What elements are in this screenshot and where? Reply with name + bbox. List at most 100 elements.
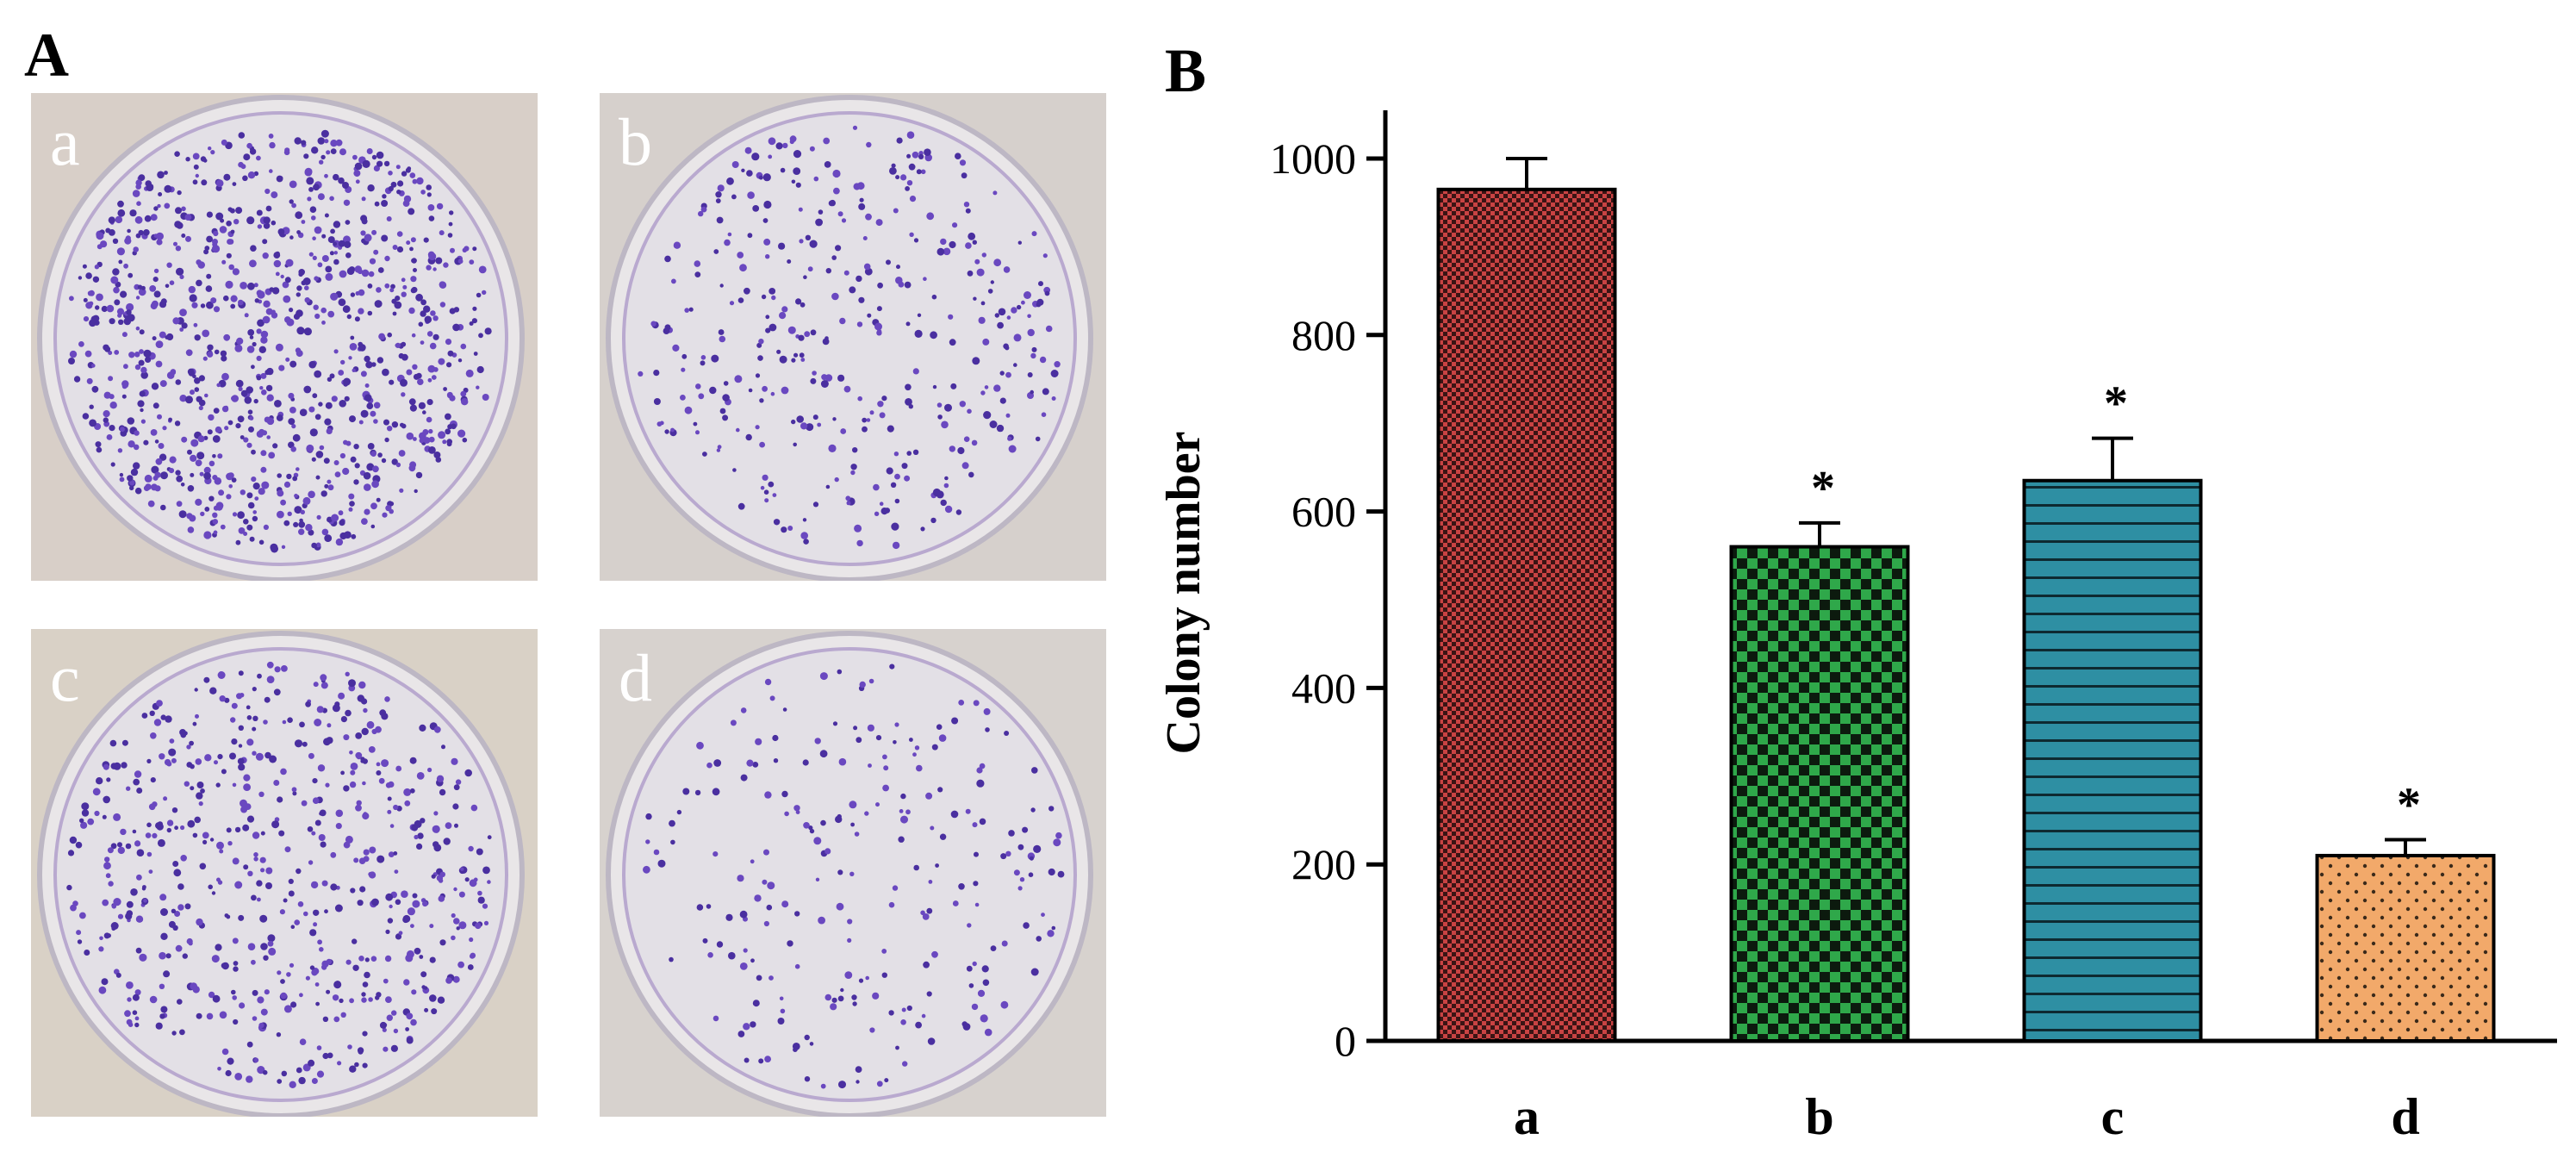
colony-dot [156,239,163,246]
colony-dot [772,493,777,497]
colony-dot [337,1061,342,1066]
colony-dot [914,745,920,751]
colony-dot [144,474,152,483]
colony-dot [294,494,298,498]
colony-dot [400,378,408,387]
colony-dot [415,293,423,302]
colony-dot [913,238,919,243]
colony-dot [752,1000,760,1007]
colony-dot [229,208,235,214]
colony-dot [209,687,217,695]
colony-dot [758,339,764,345]
colony-dot [731,161,739,168]
colony-dot [120,427,125,433]
colony-dot [837,669,843,675]
colony-dot [914,329,923,338]
colony-dot [935,863,939,868]
colony-dot [281,545,286,549]
colony-dot [429,924,434,929]
colony-dot [358,681,366,689]
colony-dot [190,786,195,791]
colony-dot [265,205,272,212]
colony-dot [164,184,172,193]
colony-dot [374,201,380,207]
colony-dot [905,186,910,191]
colony-dot [125,843,132,850]
colony-dot [781,306,788,313]
colony-dot [968,471,974,478]
colony-dot [422,410,426,414]
colony-dot [944,403,952,412]
colony-dot [361,518,368,525]
colony-dot [453,784,460,791]
colony-dot [96,446,103,453]
colony-dot [368,746,376,753]
colony-dot [105,873,111,879]
colony-dot [158,443,165,449]
colony-dot [834,476,839,483]
colony-dot [192,179,198,185]
colony-dot [325,402,333,409]
colony-dot [932,384,937,389]
colony-dot [403,195,412,203]
colony-dot [361,698,368,705]
colony-dot [350,888,356,894]
colony-dot [203,676,210,683]
colony-dot [758,1058,764,1064]
colony-dot [202,329,210,338]
colony-dot [894,473,900,480]
colony-dot [169,456,177,464]
colony-dot [717,184,725,192]
colony-dot [1017,886,1023,891]
colony-dot [395,899,401,906]
colony-dot [263,524,269,530]
colony-dot [312,236,316,240]
colony-dot [931,950,938,958]
colony-dot [304,167,313,176]
colony-dot [759,398,764,403]
colony-dot [296,868,302,875]
colony-dot [775,142,783,150]
colony-dot [289,235,294,240]
colony-dot [1033,844,1042,853]
colony-dot [422,900,428,907]
colony-dot [476,848,483,856]
colony-dot [215,179,224,188]
colony-dot [127,475,134,482]
colony-dot [187,485,195,492]
colony-dot [269,287,275,292]
colony-dot [796,415,804,423]
colony-dot [780,167,786,173]
colony-dot [452,975,460,983]
colony-dot [391,1010,397,1016]
colony-dot [825,484,831,489]
colony-dot [968,983,974,988]
colony-dot [200,303,206,308]
colony-dot [763,920,769,927]
colony-dot [737,1031,745,1037]
colony-dot [264,696,271,703]
colony-dot [887,425,894,433]
colony-dot [406,432,414,440]
colony-dot [445,428,451,435]
colony-dot [784,811,789,817]
colony-dot [296,327,305,335]
colony-dot [653,398,661,405]
colony-dot [787,326,796,334]
colony-dot [140,408,144,413]
colony-dot [398,450,406,457]
colony-dot [79,818,84,823]
colony-dot [343,377,352,386]
colony-dot [756,975,762,981]
colony-dot [1005,371,1011,378]
colony-dot [320,490,327,497]
colony-dot [132,190,140,197]
colony-dot [252,715,258,721]
colony-dot [362,159,370,168]
colony-dot [449,308,456,315]
colony-dot [725,913,733,921]
colony-dot [893,208,899,214]
colony-dot [273,780,280,786]
colony-dot [450,247,455,253]
colony-dot [393,851,398,856]
